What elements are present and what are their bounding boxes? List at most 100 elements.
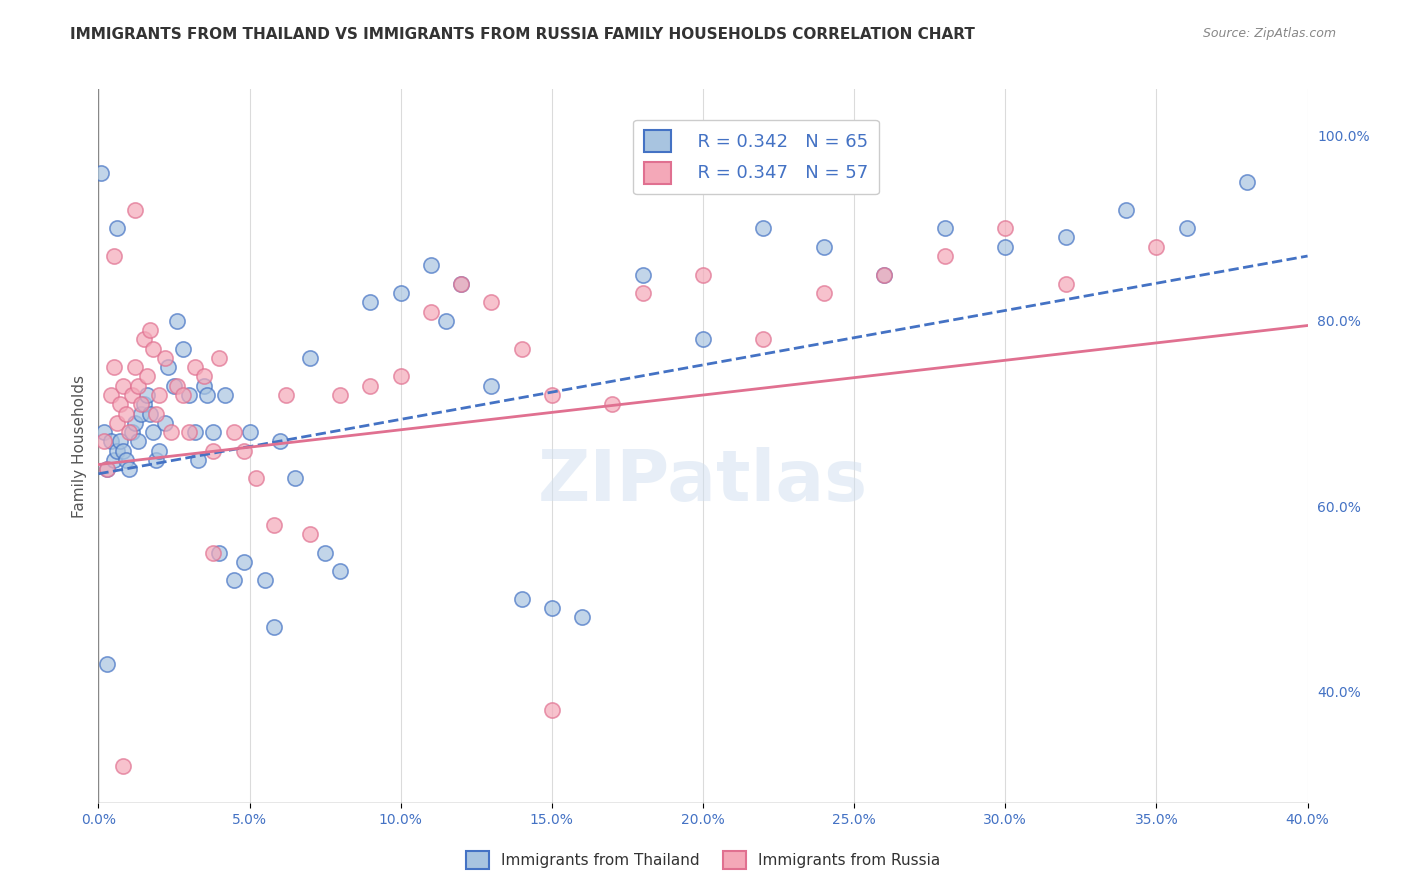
- Point: [263, 620, 285, 634]
- Point: [142, 342, 165, 356]
- Point: [153, 416, 176, 430]
- Point: [239, 425, 262, 439]
- Point: [179, 388, 201, 402]
- Point: [420, 258, 443, 272]
- Point: [129, 397, 152, 411]
- Text: IMMIGRANTS FROM THAILAND VS IMMIGRANTS FROM RUSSIA FAMILY HOUSEHOLDS CORRELATION: IMMIGRANTS FROM THAILAND VS IMMIGRANTS F…: [70, 27, 976, 42]
- Point: [934, 221, 956, 235]
- Legend:   R = 0.342   N = 65,   R = 0.347   N = 57: R = 0.342 N = 65, R = 0.347 N = 57: [634, 120, 879, 194]
- Point: [202, 425, 225, 439]
- Point: [111, 758, 134, 772]
- Point: [96, 657, 118, 671]
- Point: [153, 351, 176, 365]
- Point: [103, 249, 125, 263]
- Point: [631, 286, 654, 301]
- Point: [450, 277, 472, 291]
- Point: [202, 443, 225, 458]
- Point: [93, 425, 115, 439]
- Text: Source: ZipAtlas.com: Source: ZipAtlas.com: [1202, 27, 1336, 40]
- Point: [139, 323, 162, 337]
- Point: [202, 545, 225, 559]
- Point: [1054, 277, 1077, 291]
- Point: [314, 545, 336, 559]
- Point: [360, 295, 382, 310]
- Point: [127, 434, 149, 449]
- Point: [148, 388, 170, 402]
- Point: [1144, 240, 1167, 254]
- Point: [631, 268, 654, 282]
- Point: [103, 453, 125, 467]
- Point: [934, 249, 956, 263]
- Point: [100, 434, 122, 449]
- Point: [132, 397, 155, 411]
- Point: [329, 388, 352, 402]
- Point: [105, 416, 128, 430]
- Point: [156, 360, 179, 375]
- Point: [135, 388, 157, 402]
- Point: [224, 574, 246, 588]
- Point: [193, 378, 215, 392]
- Point: [139, 407, 162, 421]
- Point: [1175, 221, 1198, 235]
- Point: [813, 286, 835, 301]
- Point: [208, 351, 231, 365]
- Point: [299, 351, 322, 365]
- Point: [121, 388, 143, 402]
- Point: [166, 314, 188, 328]
- Point: [93, 434, 115, 449]
- Point: [360, 378, 382, 392]
- Point: [1054, 230, 1077, 244]
- Point: [96, 462, 118, 476]
- Point: [96, 462, 118, 476]
- Point: [232, 555, 254, 569]
- Point: [90, 166, 112, 180]
- Point: [179, 425, 201, 439]
- Point: [145, 407, 167, 421]
- Point: [187, 453, 209, 467]
- Point: [1115, 202, 1137, 217]
- Point: [214, 388, 236, 402]
- Point: [124, 202, 146, 217]
- Point: [148, 443, 170, 458]
- Text: ZIPatlas: ZIPatlas: [538, 447, 868, 516]
- Point: [245, 471, 267, 485]
- Point: [195, 388, 218, 402]
- Point: [103, 360, 125, 375]
- Point: [224, 425, 246, 439]
- Point: [111, 378, 134, 392]
- Point: [873, 268, 896, 282]
- Point: [389, 369, 412, 384]
- Point: [994, 221, 1017, 235]
- Point: [510, 342, 533, 356]
- Point: [100, 388, 122, 402]
- Point: [540, 703, 562, 717]
- Point: [232, 443, 254, 458]
- Point: [481, 295, 503, 310]
- Point: [114, 453, 136, 467]
- Point: [108, 397, 131, 411]
- Point: [145, 453, 167, 467]
- Point: [269, 434, 291, 449]
- Point: [108, 434, 131, 449]
- Point: [142, 425, 165, 439]
- Point: [873, 268, 896, 282]
- Point: [540, 601, 562, 615]
- Point: [172, 388, 194, 402]
- Point: [118, 425, 141, 439]
- Point: [571, 610, 593, 624]
- Point: [111, 443, 134, 458]
- Point: [127, 378, 149, 392]
- Point: [114, 407, 136, 421]
- Point: [284, 471, 307, 485]
- Point: [129, 407, 152, 421]
- Point: [163, 378, 186, 392]
- Point: [994, 240, 1017, 254]
- Legend: Immigrants from Thailand, Immigrants from Russia: Immigrants from Thailand, Immigrants fro…: [460, 845, 946, 875]
- Point: [481, 378, 503, 392]
- Point: [389, 286, 412, 301]
- Point: [299, 527, 322, 541]
- Point: [118, 462, 141, 476]
- Point: [184, 360, 207, 375]
- Point: [132, 333, 155, 347]
- Y-axis label: Family Households: Family Households: [72, 375, 87, 517]
